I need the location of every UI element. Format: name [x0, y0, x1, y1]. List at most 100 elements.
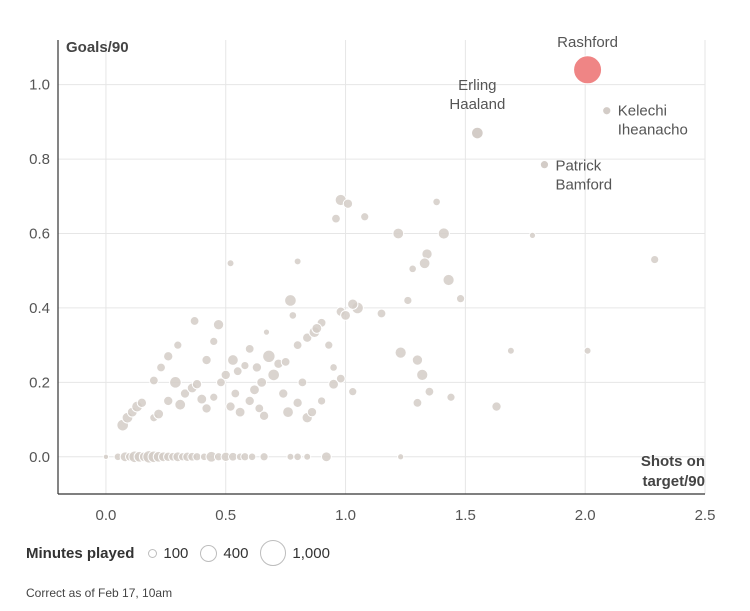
- data-point: [342, 198, 354, 209]
- data-point: [249, 384, 260, 396]
- data-point: [650, 254, 660, 265]
- data-point: [234, 406, 246, 418]
- data-point: [411, 354, 424, 366]
- data-point: [244, 343, 255, 354]
- data-point: [424, 386, 435, 397]
- highlight-label: Rashford: [557, 34, 618, 51]
- x-tick-label: 0.5: [215, 507, 236, 524]
- data-point: [583, 346, 592, 355]
- data-point: [216, 377, 226, 388]
- data-point: [418, 257, 431, 270]
- data-point: [173, 340, 183, 350]
- data-point: [227, 354, 239, 366]
- x-axis-title-line1: Shots on: [641, 453, 705, 470]
- data-point: [226, 259, 235, 268]
- data-point: [259, 452, 269, 462]
- x-tick-label: 2.5: [695, 507, 716, 524]
- data-point: [306, 406, 318, 418]
- data-point: [311, 322, 323, 334]
- data-point: [102, 453, 110, 460]
- data-point: [491, 401, 502, 412]
- y-tick-label: 0.2: [29, 374, 50, 391]
- data-point: [324, 340, 334, 350]
- data-point: [174, 398, 187, 411]
- y-tick-label: 0.0: [29, 449, 50, 466]
- data-point: [232, 366, 243, 377]
- data-point: [212, 319, 225, 331]
- data-point: [163, 395, 174, 407]
- data-point: [528, 231, 537, 239]
- data-point-labelled: [602, 106, 612, 116]
- data-point: [220, 369, 231, 381]
- y-tick-label: 1.0: [29, 77, 50, 94]
- data-point: [254, 403, 265, 414]
- data-point: [156, 362, 166, 373]
- legend-circle-small: [148, 548, 158, 558]
- data-point: [230, 388, 241, 399]
- data-point: [293, 257, 302, 266]
- point-label: Iheanacho: [618, 122, 688, 139]
- data-point: [292, 397, 303, 408]
- data-point: [292, 340, 303, 351]
- legend-circle-large: [260, 540, 287, 566]
- data-point: [329, 363, 338, 372]
- data-point: [293, 452, 302, 462]
- data-point: [412, 397, 423, 408]
- data-point: [297, 377, 308, 388]
- x-tick-label: 1.5: [455, 507, 476, 524]
- data-point: [340, 309, 351, 321]
- data-point: [397, 453, 405, 461]
- data-point: [189, 316, 200, 326]
- data-point: [286, 452, 295, 461]
- point-label: Kelechi: [618, 103, 667, 120]
- data-point: [258, 410, 270, 422]
- data-point: [225, 401, 236, 412]
- data-point: [251, 362, 263, 373]
- data-point: [256, 376, 268, 388]
- legend-title: Minutes played: [26, 544, 135, 562]
- x-tick-label: 0.0: [95, 507, 116, 524]
- point-label: Bamford: [555, 177, 612, 194]
- data-point: [446, 392, 456, 402]
- data-point: [191, 379, 203, 390]
- data-point: [320, 451, 332, 463]
- data-point: [335, 373, 346, 384]
- data-point: [284, 294, 297, 307]
- data-point: [169, 376, 182, 389]
- data-point: [408, 264, 417, 274]
- data-point: [347, 298, 359, 310]
- legend-label-400: 400: [223, 544, 249, 562]
- data-point: [163, 351, 174, 362]
- data-point: [179, 388, 191, 399]
- x-tick-label: 2.0: [575, 507, 596, 524]
- data-point-labelled: [471, 126, 484, 140]
- data-point: [267, 368, 280, 382]
- data-point: [262, 328, 271, 336]
- data-point: [348, 387, 358, 397]
- legend-label-1000: 1,000: [292, 544, 330, 562]
- x-tick-label: 1.0: [335, 507, 356, 524]
- data-point-highlighted: [573, 55, 603, 85]
- data-point: [240, 360, 250, 371]
- y-axis-title: Goals/90: [66, 39, 129, 56]
- data-point: [201, 354, 212, 366]
- footnote: Correct as of Feb 17, 10am: [26, 586, 173, 600]
- data-point: [394, 346, 407, 359]
- data-point: [442, 273, 455, 287]
- legend-item-400: 400: [200, 544, 249, 562]
- data-point: [280, 356, 291, 367]
- data-point: [153, 408, 165, 420]
- legend-circle-medium: [200, 544, 218, 562]
- y-tick-label: 0.8: [29, 151, 50, 168]
- data-point: [376, 308, 387, 319]
- data-point: [303, 452, 312, 461]
- data-point: [437, 227, 450, 240]
- y-tick-label: 0.6: [29, 226, 50, 243]
- data-point: [360, 212, 370, 222]
- data-point-labelled: [539, 160, 550, 170]
- data-point: [403, 295, 413, 306]
- data-point: [328, 378, 339, 390]
- legend-item-100: 100: [148, 545, 188, 562]
- data-point: [432, 197, 441, 207]
